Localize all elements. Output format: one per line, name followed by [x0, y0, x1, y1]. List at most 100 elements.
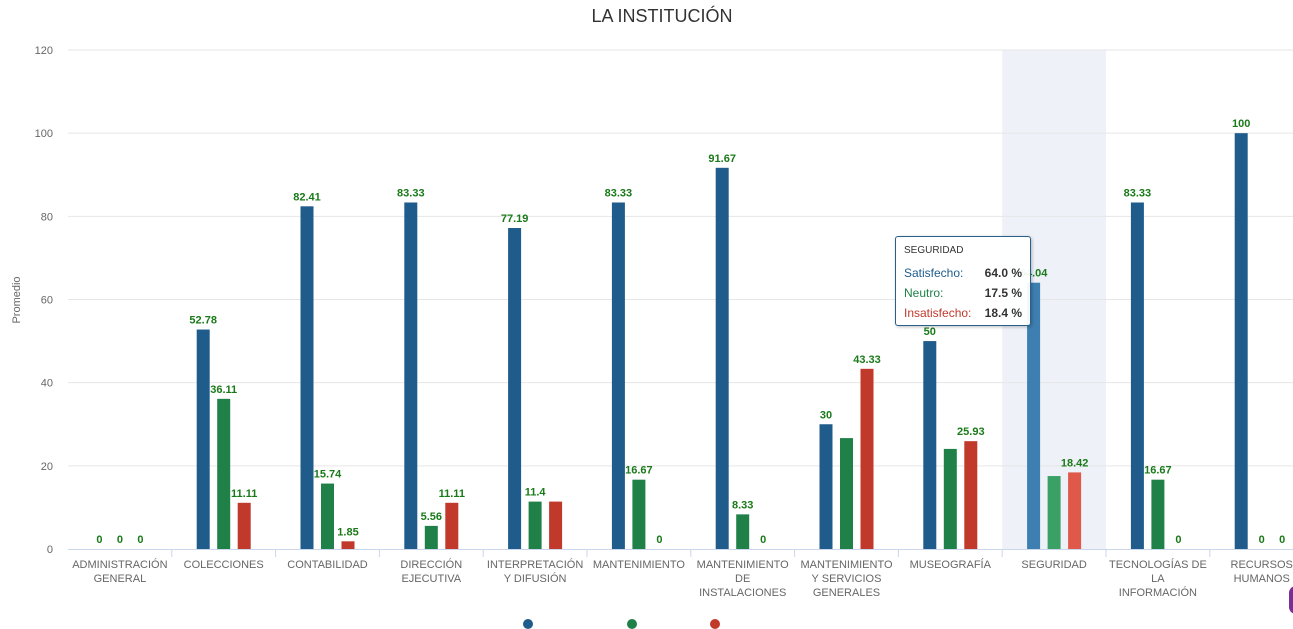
y-tick-label: 0: [47, 544, 53, 556]
data-label: 0: [1175, 534, 1181, 546]
data-label: 1.85: [337, 526, 358, 538]
x-tick-label: Y DIFUSIÓN: [504, 572, 567, 585]
data-label: 77.19: [501, 213, 529, 225]
data-label: 50: [924, 326, 936, 338]
bar-neutro[interactable]: [1047, 476, 1061, 549]
data-label: 82.41: [293, 191, 321, 203]
data-label: 52.78: [189, 315, 217, 327]
data-label: 83.33: [397, 187, 425, 199]
bar-insatisfecho[interactable]: [549, 501, 563, 549]
y-tick-label: 120: [35, 45, 53, 57]
bar-neutro[interactable]: [424, 525, 438, 549]
data-label: 83.33: [1124, 187, 1152, 199]
y-tick-label: 100: [35, 128, 53, 140]
data-label: 11.4: [525, 487, 547, 499]
chat-widget-button[interactable]: [1289, 586, 1293, 614]
legend-dot-neutro[interactable]: [627, 619, 637, 629]
tooltip-series-name: Satisfecho:: [904, 266, 964, 280]
bar-neutro[interactable]: [840, 438, 853, 549]
x-tick-label: TECNOLOGÍAS DE: [1109, 558, 1207, 571]
x-tick-label: MANTENIMIENTO: [697, 559, 790, 571]
x-tick-label: INTERPRETACIÓN: [487, 558, 583, 571]
bar-neutro[interactable]: [943, 448, 957, 549]
x-tick-label: INFORMACIÓN: [1119, 586, 1197, 599]
bar-satisfecho[interactable]: [404, 202, 418, 549]
y-tick-label: 40: [41, 378, 53, 390]
x-tick-label: RECURSOS: [1231, 559, 1293, 571]
tooltip-row-satisfecho: Satisfecho: 64.0 %: [904, 263, 1022, 283]
bar-insatisfecho[interactable]: [964, 441, 978, 549]
bar-satisfecho[interactable]: [1027, 282, 1041, 549]
legend-dot-insatisfecho[interactable]: [710, 619, 720, 629]
bar-neutro[interactable]: [736, 514, 750, 549]
x-tick-label: MANTENIMIENTO: [593, 559, 686, 571]
y-tick-label: 20: [41, 461, 53, 473]
data-label: 0: [117, 534, 123, 546]
bar-satisfecho[interactable]: [923, 341, 937, 549]
x-tick-label: SEGURIDAD: [1021, 559, 1086, 571]
bar-insatisfecho[interactable]: [1068, 472, 1082, 549]
x-tick-label: MANTENIMIENTO: [800, 559, 893, 571]
bar-insatisfecho[interactable]: [860, 368, 874, 549]
tooltip: SEGURIDAD Satisfecho: 64.0 % Neutro: 17.…: [895, 236, 1031, 326]
data-label: 83.33: [605, 187, 633, 199]
data-labels: 0 0 0 52.78 36.11 11.11 82.41 15.74 1.85 83.33 5.5…: [96, 118, 1285, 546]
bar-neutro[interactable]: [528, 501, 542, 549]
bar-insatisfecho[interactable]: [237, 502, 251, 549]
x-tick-label: Y SERVICIOS: [812, 573, 882, 585]
bar-neutro[interactable]: [217, 398, 231, 549]
bars: [196, 133, 1248, 549]
bar-satisfecho[interactable]: [715, 167, 729, 549]
x-tick-label: DE: [735, 573, 750, 585]
x-tick-label: EJECUTIVA: [401, 573, 461, 585]
chart-title: LA INSTITUCIÓN: [591, 5, 732, 26]
legend-dot-satisfecho[interactable]: [523, 619, 533, 629]
data-label: 15.74: [314, 469, 342, 481]
bar-insatisfecho[interactable]: [341, 541, 355, 549]
data-label: 5.56: [421, 511, 442, 523]
x-tick-label: COLECCIONES: [184, 559, 264, 571]
bar-satisfecho[interactable]: [196, 329, 210, 549]
data-label: 0: [137, 534, 143, 546]
x-axis: ADMINISTRACIÓN GENERAL COLECCIONES CONTABIL…: [68, 549, 1293, 599]
data-label: 43.33: [853, 354, 881, 366]
data-label: 0: [96, 534, 102, 546]
bar-satisfecho[interactable]: [1130, 202, 1144, 549]
data-label: 36.11: [210, 384, 237, 396]
data-label: 18.42: [1061, 457, 1089, 469]
tooltip-series-value: 64.0 %: [984, 266, 1022, 280]
tooltip-series-name: Insatisfecho:: [904, 306, 972, 320]
x-tick-label: LA: [1151, 573, 1165, 585]
data-label: 0: [760, 534, 766, 546]
tooltip-row-insatisfecho: Insatisfecho: 18.4 %: [904, 303, 1022, 323]
x-tick-label: GENERAL: [94, 573, 147, 585]
bar-satisfecho[interactable]: [300, 206, 314, 549]
bar-insatisfecho[interactable]: [445, 502, 459, 549]
x-tick-label: MUSEOGRAFÍA: [910, 558, 992, 571]
data-label: 8.33: [732, 499, 753, 511]
tooltip-series-value: 18.4 %: [984, 306, 1022, 320]
y-axis-ticks: 0 20 40 60 80 100 120: [35, 45, 53, 556]
data-label: 25.93: [957, 426, 985, 438]
bar-satisfecho[interactable]: [819, 424, 833, 549]
x-tick-label: CONTABILIDAD: [287, 559, 368, 571]
y-axis-label: Promedio: [11, 276, 23, 323]
bar-neutro[interactable]: [1151, 479, 1165, 549]
tooltip-series-value: 17.5 %: [984, 286, 1022, 300]
y-tick-label: 80: [41, 211, 53, 223]
bar-satisfecho[interactable]: [508, 228, 522, 549]
tooltip-series-name: Neutro:: [904, 286, 944, 300]
data-label: 100: [1232, 118, 1250, 130]
tooltip-row-neutro: Neutro: 17.5 %: [904, 283, 1022, 303]
data-label: 0: [1279, 534, 1285, 546]
x-tick-label: GENERALES: [813, 587, 880, 599]
bar-neutro[interactable]: [321, 483, 334, 549]
grid-lines: [68, 49, 1293, 467]
bar-satisfecho[interactable]: [1234, 133, 1248, 549]
bar-satisfecho[interactable]: [611, 202, 625, 549]
x-tick-label: HUMANOS: [1234, 573, 1290, 585]
y-tick-label: 60: [41, 295, 53, 307]
data-label: 91.67: [708, 153, 736, 165]
bar-neutro[interactable]: [632, 479, 646, 549]
